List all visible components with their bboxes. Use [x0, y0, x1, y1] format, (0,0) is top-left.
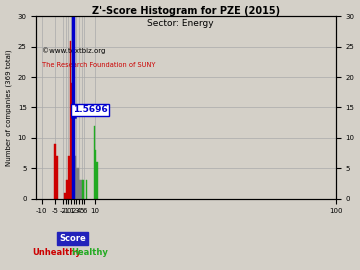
Text: Sector: Energy: Sector: Energy	[147, 19, 213, 28]
Text: Score: Score	[59, 234, 86, 243]
Text: Unhealthy: Unhealthy	[32, 248, 81, 257]
Bar	[55, 144, 56, 199]
Bar	[72, 83, 74, 199]
Bar	[95, 150, 96, 199]
Bar	[57, 156, 58, 199]
Bar	[80, 180, 82, 199]
Title: Z'-Score Histogram for PZE (2015): Z'-Score Histogram for PZE (2015)	[92, 6, 280, 16]
Bar	[66, 180, 67, 199]
Y-axis label: Number of companies (369 total): Number of companies (369 total)	[5, 49, 12, 166]
Bar	[96, 162, 98, 199]
Bar	[76, 168, 78, 199]
Text: ©www.textbiz.org: ©www.textbiz.org	[42, 47, 106, 54]
Bar	[78, 168, 79, 199]
Bar	[71, 83, 72, 199]
Bar	[70, 41, 71, 199]
Text: The Research Foundation of SUNY: The Research Foundation of SUNY	[42, 62, 156, 68]
Text: 1.5696: 1.5696	[73, 105, 108, 114]
Bar	[68, 156, 70, 199]
Bar	[67, 180, 68, 199]
Bar	[64, 193, 66, 199]
Bar	[54, 144, 55, 199]
Bar	[86, 180, 87, 199]
Bar	[94, 126, 95, 199]
Bar	[83, 180, 84, 199]
Text: Healthy: Healthy	[71, 248, 108, 257]
Bar	[82, 180, 83, 199]
Bar	[75, 156, 76, 199]
Bar	[79, 180, 80, 199]
Bar	[74, 156, 75, 199]
